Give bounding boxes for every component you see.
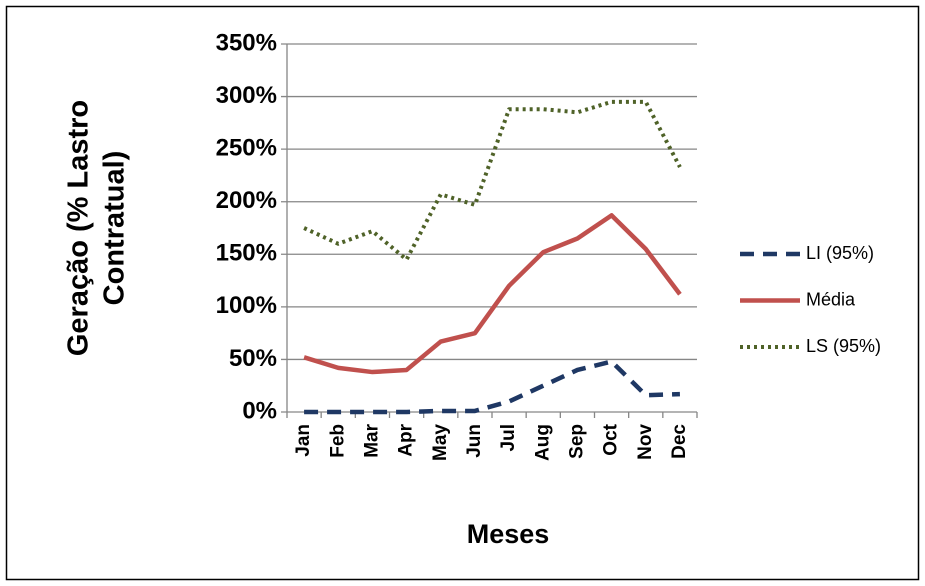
x-tick-label: Feb (327, 424, 348, 458)
x-tick-group: Feb (327, 424, 348, 458)
legend-label: Média (806, 289, 856, 309)
x-tick-label: Aug (532, 424, 553, 461)
x-tick-group: Apr (396, 423, 417, 456)
x-tick-group: Mar (361, 423, 382, 457)
x-tick-group: Jan (293, 424, 314, 457)
x-tick-label: Apr (396, 423, 417, 456)
y-tick-label: 100% (216, 292, 277, 319)
x-tick-label: Oct (601, 423, 622, 455)
x-tick-group: Jun (464, 424, 485, 458)
y-tick-label: 350% (216, 29, 277, 56)
x-tick-group: Oct (601, 423, 622, 455)
x-tick-label: Dec (669, 424, 690, 459)
x-tick-group: Aug (532, 424, 553, 461)
y-axis-title: Geração (% Lastro Contratual) (63, 100, 131, 356)
x-tick-label: Jun (464, 424, 485, 458)
x-tick-group: May (430, 424, 451, 461)
x-tick-group: Nov (635, 424, 656, 460)
y-tick-label: 250% (216, 134, 277, 161)
x-tick-label: Jul (498, 424, 519, 451)
legend-label: LI (95%) (806, 243, 874, 263)
x-tick-label: Mar (361, 423, 382, 457)
y-axis-title-line: Geração (% Lastro (63, 100, 95, 356)
x-tick-label: May (430, 424, 451, 461)
y-axis-title-line: Contratual) (99, 151, 131, 306)
x-tick-group: Jul (498, 424, 519, 451)
x-axis-title: Meses (467, 519, 550, 549)
x-tick-label: Sep (566, 424, 587, 459)
y-tick-label: 300% (216, 82, 277, 109)
y-tick-label: 200% (216, 187, 277, 214)
y-tick-label: 50% (229, 345, 277, 372)
y-tick-label: 150% (216, 240, 277, 267)
y-tick-label: 0% (242, 397, 277, 424)
x-tick-group: Sep (566, 424, 587, 459)
x-tick-label: Jan (293, 424, 314, 457)
series-line (303, 213, 682, 375)
chart-frame (5, 5, 920, 581)
series-line (304, 359, 680, 415)
legend-label: LS (95%) (806, 336, 881, 356)
x-tick-group: Dec (669, 424, 690, 459)
x-tick-label: Nov (635, 424, 656, 460)
